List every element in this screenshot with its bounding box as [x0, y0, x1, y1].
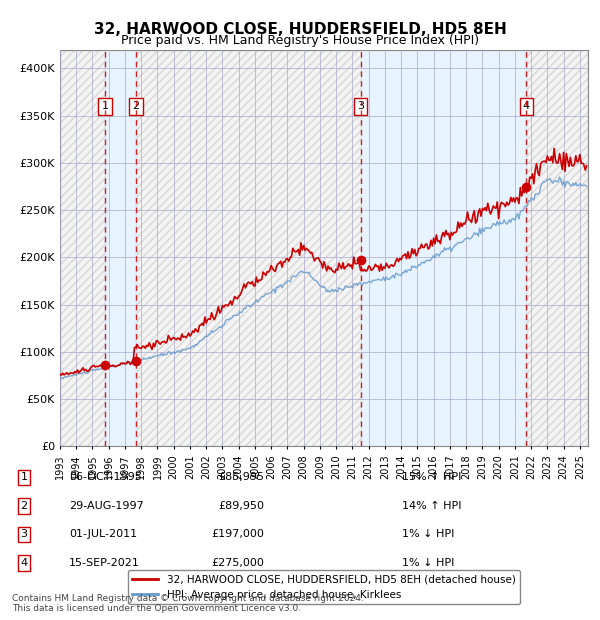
Text: 32, HARWOOD CLOSE, HUDDERSFIELD, HD5 8EH: 32, HARWOOD CLOSE, HUDDERSFIELD, HD5 8EH — [94, 22, 506, 37]
32, HARWOOD CLOSE, HUDDERSFIELD, HD5 8EH (detached house) — [120, 360, 127, 367]
32, HARWOOD CLOSE, HUDDERSFIELD, HD5 8EH (detached house) — [583, 162, 590, 170]
Text: This data is licensed under the Open Government Licence v3.0.: This data is licensed under the Open Gov… — [12, 603, 301, 613]
32, HARWOOD CLOSE, HUDDERSFIELD, HD5 8EH (detached house) — [551, 144, 558, 152]
32, HARWOOD CLOSE, HUDDERSFIELD, HD5 8EH (detached house) — [56, 371, 64, 378]
Legend: 32, HARWOOD CLOSE, HUDDERSFIELD, HD5 8EH (detached house), HPI: Average price, d: 32, HARWOOD CLOSE, HUDDERSFIELD, HD5 8EH… — [128, 570, 520, 604]
Text: 2: 2 — [20, 501, 28, 511]
Text: 06-OCT-1995: 06-OCT-1995 — [69, 472, 142, 482]
Bar — [136, 50, 361, 446]
Text: Contains HM Land Registry data © Crown copyright and database right 2024.: Contains HM Land Registry data © Crown c… — [12, 593, 364, 603]
Text: £85,995: £85,995 — [218, 472, 264, 482]
32, HARWOOD CLOSE, HUDDERSFIELD, HD5 8EH (detached house) — [411, 246, 418, 253]
Text: 3: 3 — [357, 101, 364, 111]
Bar — [526, 50, 588, 446]
Text: 01-JUL-2011: 01-JUL-2011 — [69, 529, 137, 539]
Text: 1: 1 — [101, 101, 109, 111]
HPI: Average price, detached house, Kirklees: (2.02e+03, 2.85e+05): Average price, detached house, Kirklees:… — [556, 174, 563, 181]
Bar — [60, 50, 105, 446]
Text: 29-AUG-1997: 29-AUG-1997 — [69, 501, 144, 511]
Text: £89,950: £89,950 — [218, 501, 264, 511]
Bar — [136, 50, 361, 446]
32, HARWOOD CLOSE, HUDDERSFIELD, HD5 8EH (detached house) — [491, 204, 498, 211]
HPI: Average price, detached house, Kirklees: (2e+03, 8.77e+04): Average price, detached house, Kirklees:… — [120, 360, 127, 367]
Bar — [105, 50, 136, 446]
Text: 1% ↓ HPI: 1% ↓ HPI — [402, 558, 454, 568]
Text: £275,000: £275,000 — [211, 558, 264, 568]
Text: 15% ↑ HPI: 15% ↑ HPI — [402, 472, 461, 482]
Text: 3: 3 — [20, 529, 28, 539]
Text: 14% ↑ HPI: 14% ↑ HPI — [402, 501, 461, 511]
Text: 2: 2 — [132, 101, 139, 111]
32, HARWOOD CLOSE, HUDDERSFIELD, HD5 8EH (detached house) — [464, 208, 471, 216]
HPI: Average price, detached house, Kirklees: (2.02e+03, 2.35e+05): Average price, detached house, Kirklees:… — [491, 220, 498, 228]
Text: 1: 1 — [20, 472, 28, 482]
Bar — [361, 50, 526, 446]
Text: 1% ↓ HPI: 1% ↓ HPI — [402, 529, 454, 539]
32, HARWOOD CLOSE, HUDDERSFIELD, HD5 8EH (detached house) — [431, 240, 439, 247]
HPI: Average price, detached house, Kirklees: (2.02e+03, 2.13e+05): Average price, detached house, Kirklees:… — [452, 241, 459, 249]
Text: 4: 4 — [523, 101, 530, 111]
HPI: Average price, detached house, Kirklees: (2.03e+03, 2.75e+05): Average price, detached house, Kirklees:… — [583, 182, 590, 190]
Text: 4: 4 — [20, 558, 28, 568]
Line: HPI: Average price, detached house, Kirklees: HPI: Average price, detached house, Kirk… — [60, 177, 587, 379]
Text: £197,000: £197,000 — [211, 529, 264, 539]
32, HARWOOD CLOSE, HUDDERSFIELD, HD5 8EH (detached house) — [58, 371, 65, 379]
Bar — [526, 50, 588, 446]
Text: 15-SEP-2021: 15-SEP-2021 — [69, 558, 140, 568]
Bar — [60, 50, 105, 446]
Text: Price paid vs. HM Land Registry's House Price Index (HPI): Price paid vs. HM Land Registry's House … — [121, 34, 479, 47]
Line: 32, HARWOOD CLOSE, HUDDERSFIELD, HD5 8EH (detached house): 32, HARWOOD CLOSE, HUDDERSFIELD, HD5 8EH… — [60, 148, 587, 375]
32, HARWOOD CLOSE, HUDDERSFIELD, HD5 8EH (detached house) — [452, 229, 459, 236]
HPI: Average price, detached house, Kirklees: (1.99e+03, 7.28e+04): Average price, detached house, Kirklees:… — [56, 374, 64, 381]
HPI: Average price, detached house, Kirklees: (2.02e+03, 2e+05): Average price, detached house, Kirklees:… — [431, 254, 439, 262]
HPI: Average price, detached house, Kirklees: (2.01e+03, 1.91e+05): Average price, detached house, Kirklees:… — [411, 262, 418, 270]
HPI: Average price, detached house, Kirklees: (1.99e+03, 7.18e+04): Average price, detached house, Kirklees:… — [59, 375, 67, 383]
HPI: Average price, detached house, Kirklees: (2.02e+03, 2.21e+05): Average price, detached house, Kirklees:… — [464, 234, 471, 241]
